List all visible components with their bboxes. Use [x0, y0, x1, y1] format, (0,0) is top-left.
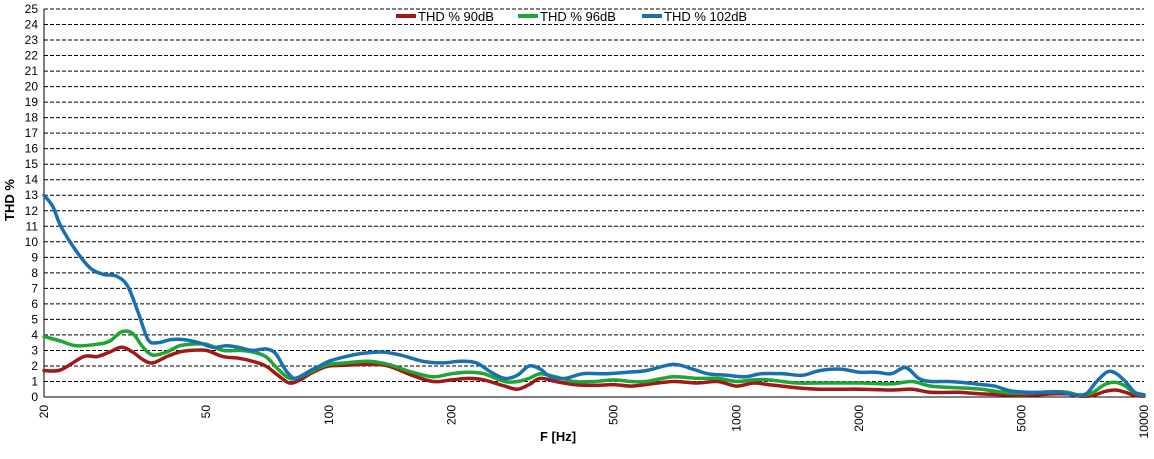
y-tick-17: 17 — [25, 126, 39, 140]
y-tick-22: 22 — [25, 49, 39, 63]
x-tick-5000: 5000 — [1014, 405, 1028, 432]
y-tick-9: 9 — [31, 250, 38, 264]
x-tick-1000: 1000 — [729, 405, 743, 432]
x-tick-2000: 2000 — [852, 405, 866, 432]
y-tick-7: 7 — [31, 281, 38, 295]
y-tick-18: 18 — [25, 111, 39, 125]
y-tick-12: 12 — [25, 204, 39, 218]
y-tick-10: 10 — [25, 235, 39, 249]
series-lines — [42, 193, 1146, 399]
x-tick-100: 100 — [322, 405, 336, 425]
y-tick-19: 19 — [25, 95, 39, 109]
x-tick-labels: 20 50 100 200 500 1000 2000 5000 10000 — [37, 405, 1151, 439]
y-tick-11: 11 — [26, 219, 39, 233]
x-tick-50: 50 — [199, 405, 213, 419]
x-tick-500: 500 — [607, 405, 621, 425]
legend-label-3: THD % 102dB — [664, 9, 747, 24]
x-tick-10000: 10000 — [1137, 405, 1151, 439]
legend-label-2: THD % 96dB — [540, 9, 616, 24]
y-tick-25: 25 — [25, 2, 39, 16]
y-tick-6: 6 — [31, 297, 38, 311]
series-line-3 — [42, 193, 1146, 397]
y-tick-13: 13 — [25, 188, 39, 202]
y-tick-1: 1 — [31, 374, 38, 388]
y-tick-15: 15 — [25, 157, 39, 171]
y-tick-24: 24 — [25, 18, 39, 32]
y-tick-2: 2 — [31, 359, 38, 373]
y-axis-title: THD % — [2, 179, 17, 221]
series-line-2 — [42, 329, 1146, 398]
y-tick-16: 16 — [25, 142, 39, 156]
gridlines — [44, 8, 1144, 382]
y-tick-23: 23 — [25, 33, 39, 47]
x-axis-title: F [Hz] — [540, 429, 576, 444]
y-tick-labels: 0123456789101112131415161718192021222324… — [25, 2, 39, 404]
y-tick-8: 8 — [31, 266, 38, 280]
y-tick-21: 21 — [25, 64, 39, 78]
y-tick-0: 0 — [31, 390, 38, 404]
series-line-1 — [42, 345, 1146, 399]
legend-label-1: THD % 90dB — [418, 9, 494, 24]
y-tick-20: 20 — [25, 80, 39, 94]
x-tick-200: 200 — [445, 405, 459, 425]
legend: THD % 90dB THD % 96dB THD % 102dB — [396, 9, 747, 24]
y-tick-14: 14 — [25, 173, 39, 187]
y-tick-3: 3 — [31, 343, 38, 357]
y-tick-4: 4 — [31, 328, 38, 342]
x-tick-20: 20 — [37, 405, 51, 419]
y-tick-5: 5 — [31, 312, 38, 326]
